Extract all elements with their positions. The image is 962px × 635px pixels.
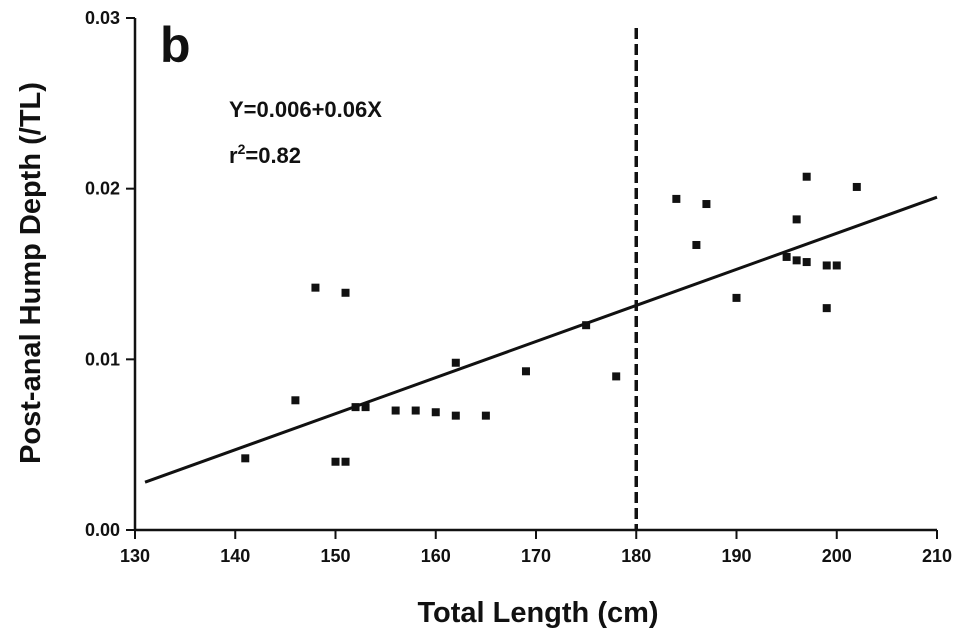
x-tick-label-130: 130 [120, 546, 150, 566]
data-point-25 [802, 172, 811, 181]
data-point-12 [451, 358, 460, 367]
data-point-21 [782, 252, 791, 261]
x-tick-label-140: 140 [220, 546, 250, 566]
data-point-6 [351, 403, 360, 412]
data-point-3 [331, 457, 340, 466]
x-axis-ticks: 130 140 150 160 170 180 190 200 210 [120, 530, 952, 566]
data-point-27 [822, 261, 831, 270]
x-tick-label-210: 210 [922, 546, 952, 566]
y-tick-label-3: 0.03 [85, 8, 120, 28]
data-point-11 [451, 411, 460, 420]
r-squared-label: r2=0.82 [229, 141, 301, 168]
data-point-13 [481, 411, 490, 420]
y-tick-label-2: 0.02 [85, 179, 120, 199]
data-points [241, 172, 861, 466]
data-point-4 [341, 457, 350, 466]
x-tick-label-170: 170 [521, 546, 551, 566]
regression-equation: Y=0.006+0.06X [229, 97, 382, 122]
data-point-22 [792, 256, 801, 265]
data-point-20 [732, 293, 741, 302]
y-axis-ticks: 0.00 0.01 0.02 0.03 [85, 8, 135, 540]
data-point-7 [361, 403, 370, 412]
x-tick-label-180: 180 [621, 546, 651, 566]
data-point-18 [692, 240, 701, 249]
x-tick-label-160: 160 [421, 546, 451, 566]
r-squared-prefix: r [229, 143, 238, 168]
x-tick-label-150: 150 [320, 546, 350, 566]
r-squared-superscript: 2 [238, 141, 246, 157]
r-squared-value: =0.82 [245, 143, 301, 168]
data-point-17 [672, 194, 681, 203]
data-point-1 [291, 396, 300, 405]
data-point-29 [852, 182, 861, 191]
data-point-24 [802, 258, 811, 267]
data-point-16 [612, 372, 621, 381]
panel-label: b [160, 17, 191, 73]
data-point-26 [822, 304, 831, 313]
plot-area [133, 18, 937, 532]
data-point-23 [792, 215, 801, 224]
data-point-14 [521, 367, 530, 376]
y-tick-label-0: 0.00 [85, 520, 120, 540]
y-tick-label-1: 0.01 [85, 349, 120, 369]
y-axis-title: Post-anal Hump Depth (/TL) [15, 82, 47, 464]
data-point-2 [311, 283, 320, 292]
data-point-19 [702, 200, 711, 209]
x-tick-label-190: 190 [721, 546, 751, 566]
data-point-15 [582, 321, 591, 330]
x-tick-label-200: 200 [822, 546, 852, 566]
data-point-0 [241, 454, 250, 463]
data-point-8 [391, 406, 400, 415]
data-point-28 [832, 261, 841, 270]
data-point-10 [431, 408, 440, 417]
data-point-5 [341, 288, 350, 297]
regression-line-group [144, 195, 938, 484]
regression-line [144, 195, 938, 484]
data-point-9 [411, 406, 420, 415]
x-axis-title: Total Length (cm) [417, 597, 658, 629]
